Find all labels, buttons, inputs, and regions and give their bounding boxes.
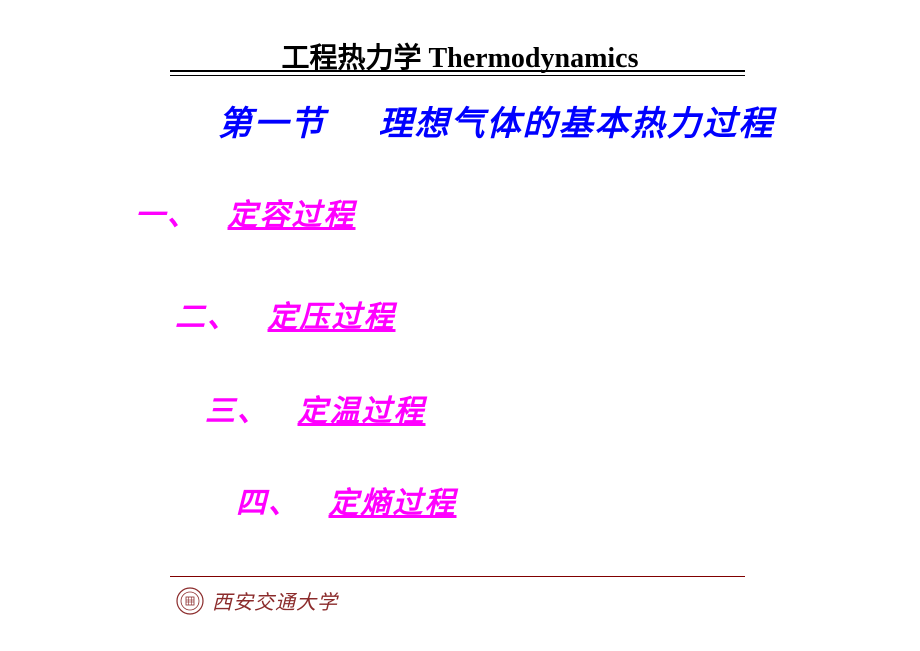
university-name: 西安交通大学 [212, 586, 338, 615]
item-link: 定温过程 [298, 395, 426, 428]
list-item-2[interactable]: 二、 定压过程 [175, 292, 396, 336]
item-link: 定压过程 [268, 301, 396, 334]
list-item-1[interactable]: 一、 定容过程 [135, 190, 356, 234]
list-item-4[interactable]: 四、 定熵过程 [236, 478, 457, 522]
section-name: 理想气体的基本热力过程 [379, 106, 775, 143]
list-item-3[interactable]: 三、 定温过程 [205, 386, 426, 430]
university-seal-icon [176, 587, 204, 615]
bottom-divider [170, 576, 745, 577]
item-link: 定熵过程 [329, 487, 457, 520]
footer-logo: 西安交通大学 [176, 586, 338, 615]
item-number: 三、 [205, 395, 269, 428]
item-link: 定容过程 [228, 199, 356, 232]
top-divider-thin [170, 75, 745, 76]
item-number: 二、 [175, 301, 239, 334]
top-divider-thick [170, 70, 745, 72]
item-number: 一、 [135, 199, 199, 232]
section-title: 第一节 理想气体的基本热力过程 [218, 96, 775, 145]
item-number: 四、 [236, 487, 300, 520]
section-label: 第一节 [218, 106, 326, 143]
